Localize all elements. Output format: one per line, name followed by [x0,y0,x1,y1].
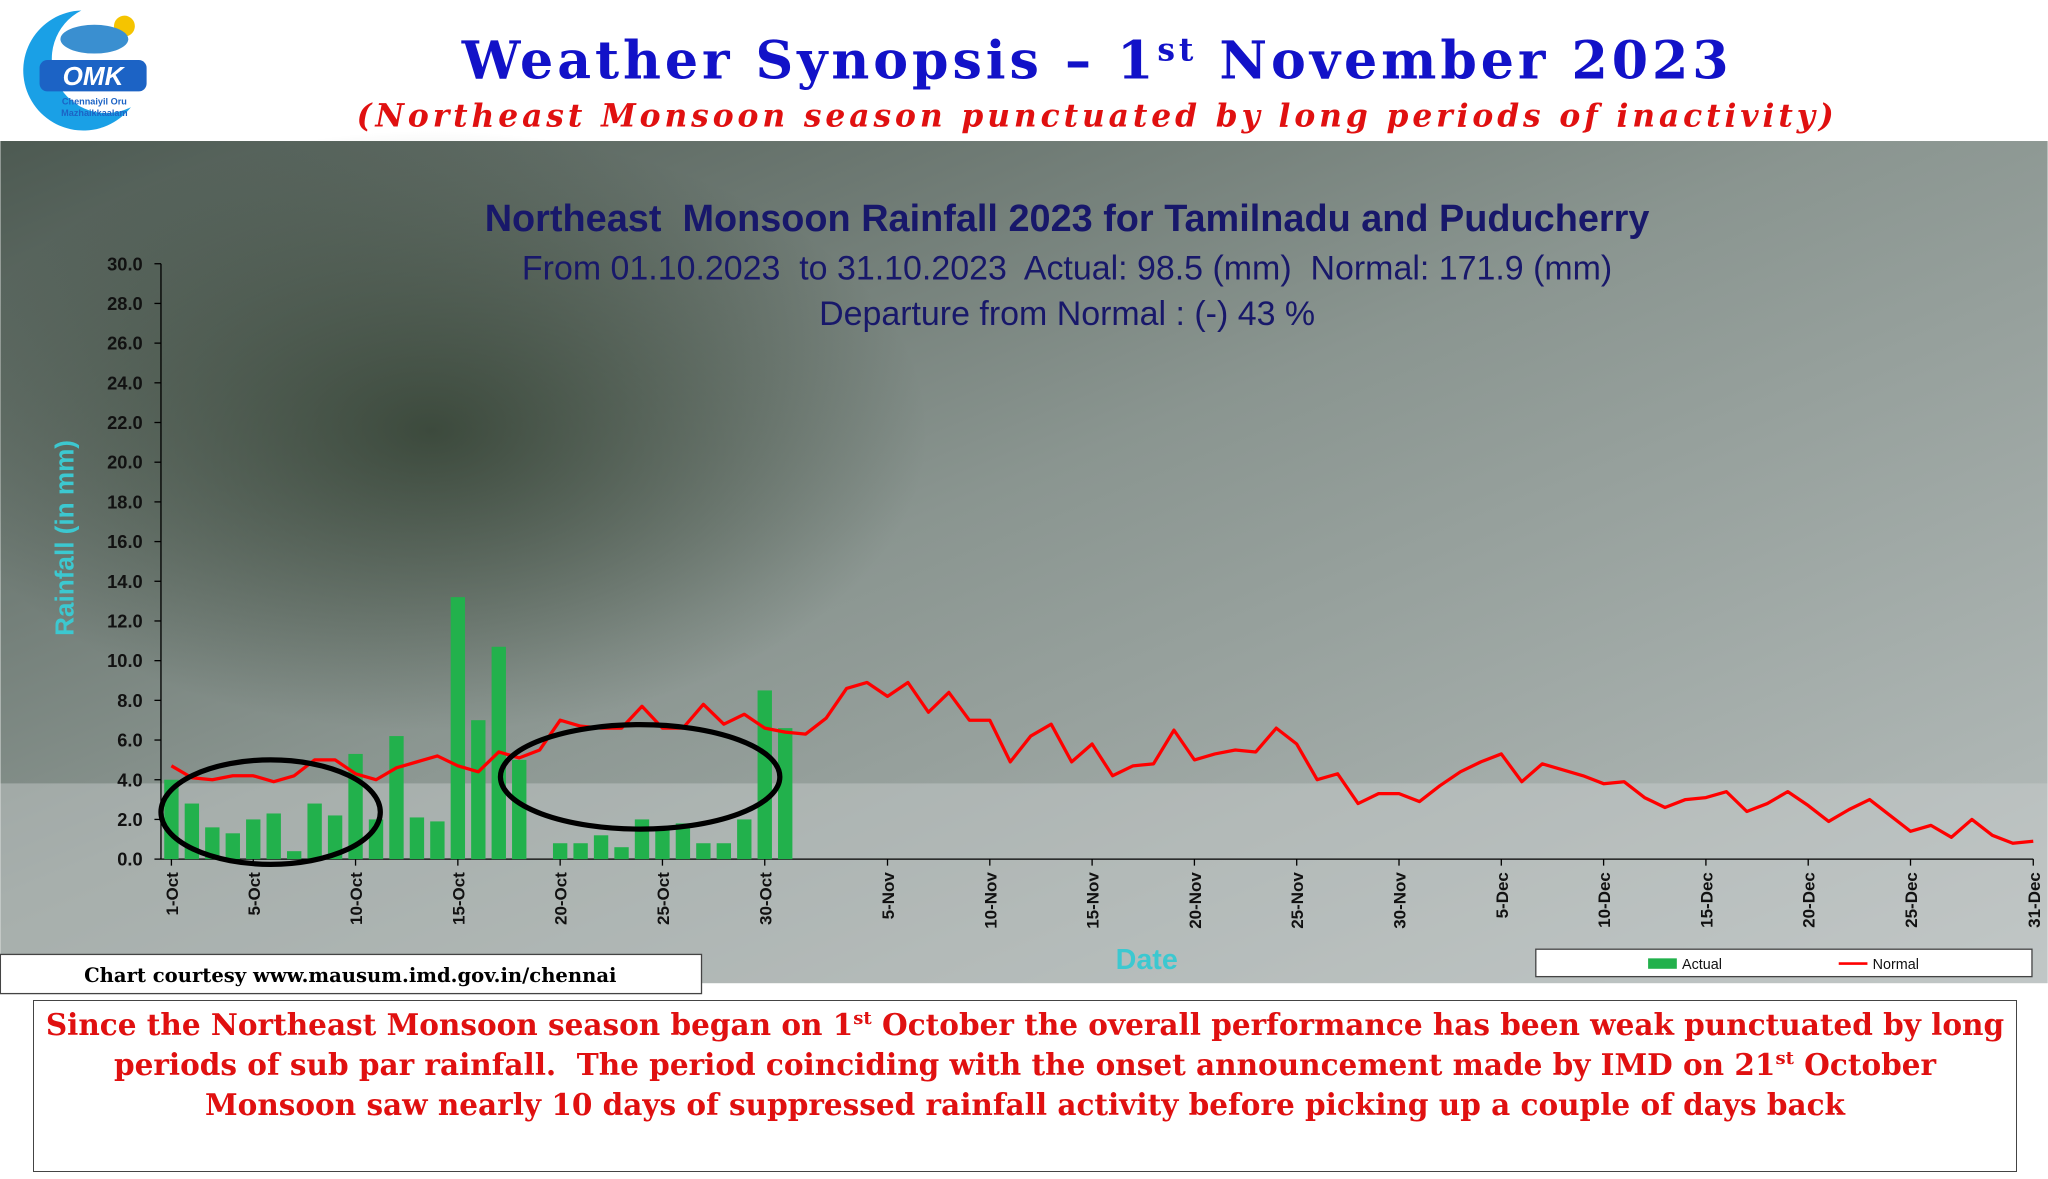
y-tick-label: 18.0 [107,491,143,512]
y-axis-label: Rainfall (in mm) [49,440,79,636]
logo-line: Chennaiyil Oru [62,96,127,106]
courtesy: Chart courtesy www.mausum.imd.gov.in/che… [84,964,616,987]
bar [696,843,711,860]
bar [205,827,220,860]
bar [552,843,568,860]
legend-label: Actual [1682,957,1722,973]
bar [225,833,240,860]
page-title: Weather Synopsis – 1st November 2023 [461,30,1733,91]
x-tick-label: 31-Dec [2025,872,2044,928]
x-tick-label: 25-Dec [1902,872,1921,928]
x-tick-label: 5-Oct [245,872,264,916]
y-tick-label: 0.0 [117,849,142,870]
summary-text: October the overall performance has been… [113,1007,2015,1082]
bar [573,843,588,860]
y-tick-label: 16.0 [107,531,143,552]
chart-subtitle: From 01.10.2023 to 31.10.2023 Actual: 98… [522,249,1612,287]
page-subtitle: (Northeast Monsoon season punctuated by … [357,99,1838,135]
summary-box: Since the Northeast Monsoon season began… [33,1000,2017,1172]
legend-label: Normal [1873,957,1919,973]
x-tick-label: 15-Dec [1697,872,1716,928]
x-tick-label: 15-Oct [449,872,468,925]
chart-annotation: Departure from Normal : (-) 43 % [819,295,1315,333]
logo: OMK Chennaiyil Oru Mazhaikkaalam [23,10,147,131]
summary-sup: st [853,1008,872,1030]
bar [512,759,527,860]
line [170,680,2034,845]
title-sup: st [1157,32,1197,68]
bar [716,843,732,860]
bar [757,690,772,860]
bar [409,817,425,860]
x-tick-label: 5-Nov [879,872,898,920]
y-tick-label: 28.0 [107,293,143,314]
bar [307,803,322,860]
y-tick-label: 30.0 [107,253,143,274]
courtesy-box [0,953,703,995]
bar [593,835,609,860]
bar [327,815,343,860]
y-tick-label: 24.0 [107,372,143,393]
x-tick-label: 15-Nov [1084,872,1103,929]
x-tick-label: 10-Oct [347,872,366,925]
x-tick-label: 5-Dec [1493,872,1512,918]
y-tick-label: 8.0 [117,690,142,711]
background [0,130,928,732]
x-tick-label: 1-Oct [163,872,182,916]
x-tick-label: 30-Oct [756,872,775,925]
x-tick-label: 20-Nov [1186,872,1205,929]
x-tick-label: 30-Nov [1391,872,1410,929]
summary-text: Since the Northeast Monsoon season began… [45,1007,854,1042]
title-part: Weather Synopsis – 1 [461,30,1158,91]
y-tick-label: 10.0 [107,650,143,671]
legend-box [1535,948,2033,978]
y-tick-label: 12.0 [107,610,143,631]
summary-text: October Monsoon saw nearly 10 days of su… [204,1047,1947,1122]
x-tick-label: 10-Dec [1595,872,1614,928]
bar [430,821,445,860]
bar [778,728,793,860]
annotation-ellipse [158,757,383,867]
bar [389,736,404,860]
y-tick-label: 26.0 [107,333,143,354]
y-tick-label: 22.0 [107,412,143,433]
x-tick-label: 20-Oct [552,872,571,925]
bar [675,823,691,860]
bar [471,720,486,860]
y-tick-label: 2.0 [117,809,142,830]
logo-mark: OMK [63,61,126,91]
bar [737,819,752,860]
bar [634,819,650,860]
logo-line: Mazhaikkaalam [61,108,127,118]
bar [286,851,302,860]
y-tick-label: 14.0 [107,571,143,592]
bar [450,597,466,860]
legend-swatch [1648,958,1677,969]
chart: Northeast Monsoon Rainfall 2023 for Tami… [49,198,2044,978]
y-tick-label: 6.0 [117,730,142,751]
chart-title: Northeast Monsoon Rainfall 2023 for Tami… [485,198,1650,240]
bar [246,819,261,860]
y-tick-label: 20.0 [107,452,143,473]
x-tick-label: 25-Oct [654,872,673,925]
y-tick-label: 4.0 [117,769,142,790]
bar [655,827,670,860]
summary-sup: st [1775,1048,1794,1070]
x-tick-label: 10-Nov [981,872,1000,929]
title-part: November 2023 [1197,30,1732,91]
bar [266,813,281,860]
x-tick-label: 20-Dec [1800,872,1819,928]
bar [614,847,629,860]
x-axis-label: Date [1116,944,1178,976]
annotation-ellipse [497,722,783,832]
x-tick-label: 25-Nov [1288,872,1307,929]
